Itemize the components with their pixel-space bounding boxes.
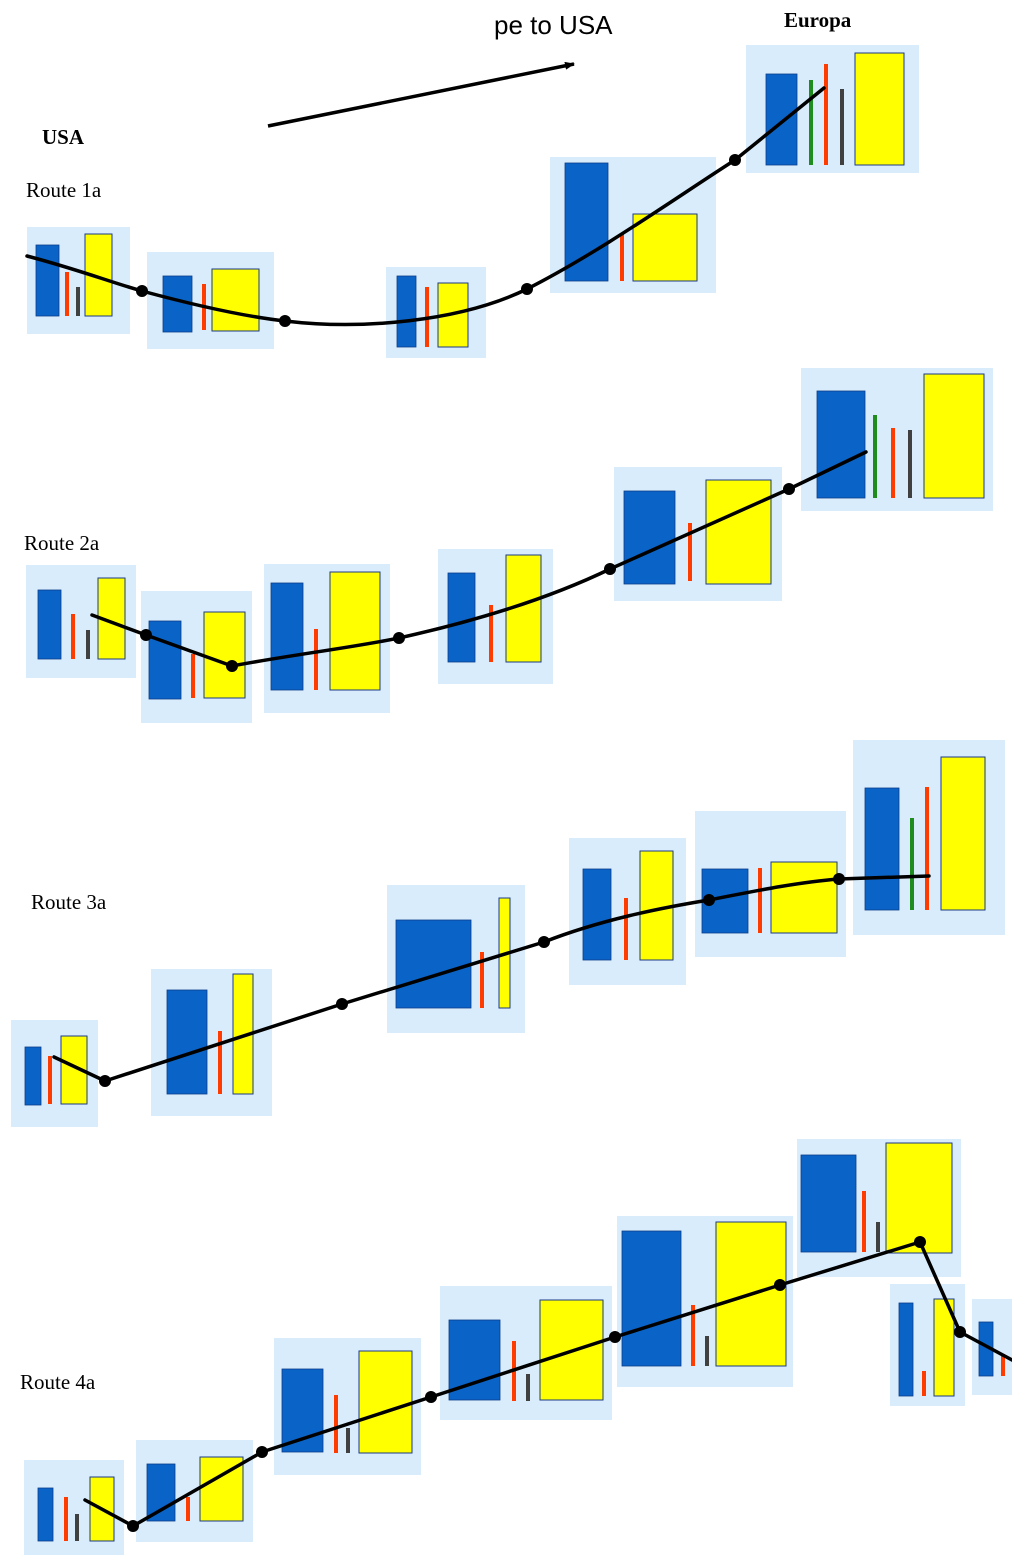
yellow-bar (639, 850, 674, 961)
route-4a-label: Route 4a (20, 1370, 96, 1394)
blue-bar (564, 162, 609, 282)
route-node (127, 1520, 139, 1532)
route-2a-path (90, 450, 868, 672)
route-node (914, 1236, 926, 1248)
capacity-panel (387, 885, 525, 1033)
capacity-panel (853, 740, 1005, 935)
route-node (609, 1331, 621, 1343)
yellow-bar (705, 479, 772, 585)
route-4a-path (83, 1236, 1012, 1532)
capacity-panel (264, 564, 390, 713)
yellow-bar (632, 213, 698, 282)
blue-bar (24, 1046, 42, 1106)
route-node (226, 660, 238, 672)
capacity-panel (386, 267, 486, 358)
route-1a-path (25, 86, 826, 327)
route-node (729, 154, 741, 166)
blue-bar (395, 919, 472, 1009)
capacity-panel (695, 811, 846, 957)
blue-bar (35, 244, 60, 317)
blue-bar (447, 572, 476, 663)
route-node (140, 629, 152, 641)
capacity-panel (27, 227, 130, 334)
blue-bar (37, 1487, 54, 1542)
route-node (136, 285, 148, 297)
route-node (783, 483, 795, 495)
yellow-bar (358, 1350, 413, 1454)
route-node (833, 873, 845, 885)
blue-bar (37, 589, 62, 660)
europa-label: Europa (784, 8, 852, 32)
capacity-panel (141, 591, 252, 723)
capacity-panel (24, 1460, 124, 1555)
yellow-bar (940, 756, 986, 911)
yellow-bar (329, 571, 381, 691)
capacity-panel (972, 1299, 1012, 1395)
capacity-panel (151, 969, 272, 1116)
capacity-panel (147, 252, 274, 349)
direction-arrow (267, 61, 575, 128)
yellow-bar (211, 268, 260, 332)
yellow-bar (770, 861, 838, 934)
route-node (336, 998, 348, 1010)
yellow-bar (923, 373, 985, 499)
capacity-panel (569, 838, 686, 985)
blue-bar (166, 989, 208, 1095)
route-node (393, 632, 405, 644)
route-node (604, 563, 616, 575)
capacity-panel (26, 565, 136, 678)
blue-bar (396, 275, 417, 348)
direction-label: pe to USA (494, 10, 613, 40)
capacity-panel (797, 1139, 961, 1277)
route-node (703, 894, 715, 906)
route-node (538, 936, 550, 948)
blue-bar (281, 1368, 324, 1453)
route-3a-label: Route 3a (31, 890, 107, 914)
blue-bar (864, 787, 900, 911)
capacity-panel (801, 368, 993, 511)
blue-bar (800, 1154, 857, 1253)
blue-bar (816, 390, 866, 499)
route-node (99, 1075, 111, 1087)
route-node (521, 283, 533, 295)
capacity-panel (440, 1286, 612, 1420)
blue-bar (621, 1230, 682, 1367)
capacity-panel (614, 467, 782, 601)
blue-bar (623, 490, 676, 585)
route-line (25, 86, 826, 327)
route-line (52, 874, 931, 1083)
route-node (954, 1326, 966, 1338)
route-3a-path (52, 873, 931, 1087)
capacity-panel (11, 1020, 98, 1127)
blue-bar (898, 1302, 914, 1397)
blue-bar (270, 582, 304, 691)
yellow-bar (854, 52, 905, 166)
yellow-bar (885, 1142, 953, 1254)
capacity-panel (617, 1216, 793, 1387)
usa-label: USA (42, 125, 85, 149)
route-node (279, 315, 291, 327)
blue-bar (765, 73, 798, 166)
blue-bar (582, 868, 612, 961)
blue-bar (146, 1463, 176, 1522)
route-1a-label: Route 1a (26, 178, 102, 202)
capacity-panel (438, 549, 553, 684)
yellow-bar (203, 611, 246, 699)
capacity-panel (746, 45, 919, 173)
route-2a-label: Route 2a (24, 531, 100, 555)
route-node (256, 1446, 268, 1458)
capacity-panel (890, 1284, 965, 1406)
blue-bar (148, 620, 182, 700)
route-node (774, 1279, 786, 1291)
route-node (425, 1391, 437, 1403)
